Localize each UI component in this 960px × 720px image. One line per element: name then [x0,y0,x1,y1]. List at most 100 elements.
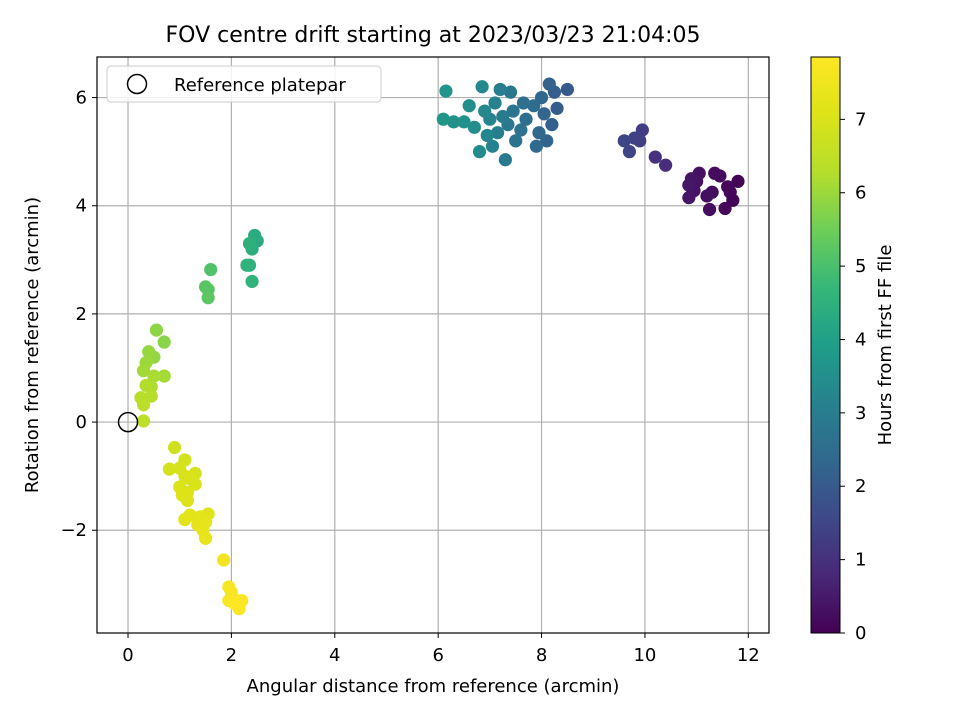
data-point [136,414,151,428]
data-point [485,139,500,153]
data-point [136,398,151,412]
data-point [167,440,182,455]
data-point [488,96,502,110]
data-point [659,158,673,172]
x-tick-label: 12 [737,645,760,666]
data-point [617,134,631,148]
data-point [542,77,556,91]
data-point [498,153,512,167]
data-point [139,378,153,392]
data-point [178,512,192,527]
data-point [439,84,453,98]
colorbar-label: Hours from first FF file [875,245,896,446]
data-point [157,369,171,383]
colorbar-tick-label: 0 [855,623,866,644]
data-point [550,101,564,115]
data-point [142,345,156,359]
colorbar-tick-label: 5 [855,256,866,277]
colorbar-tick-label: 7 [855,109,866,130]
data-point [478,104,492,118]
plot-frame [96,56,770,634]
x-tick-label: 8 [536,645,547,666]
legend-box [106,65,382,103]
y-tick-label: 0 [76,412,87,433]
data-point [472,145,487,159]
data-point [514,123,528,137]
data-point [682,178,696,192]
data-point [235,593,249,608]
data-point [493,82,507,97]
data-point [147,369,161,383]
data-point [157,335,171,349]
data-point [731,174,745,188]
y-tick-label: 6 [76,88,87,109]
data-point [721,180,735,194]
data-point [702,202,717,217]
x-axis-label: Angular distance from reference (arcmin) [247,676,620,697]
data-point [682,191,696,205]
reference-platepar-marker [117,411,139,433]
data-point [496,109,510,124]
data-point [527,99,541,113]
data-point [198,531,213,545]
x-tick-label: 4 [329,645,340,666]
data-point [480,128,494,143]
grid-lines [97,57,769,633]
y-tick-label: 4 [76,196,87,217]
data-point [628,131,642,145]
y-tick-label: −2 [60,520,87,541]
data-point [537,107,551,121]
data-point [136,364,151,378]
data-point [180,493,195,508]
legend: Reference platepar [106,65,382,103]
data-point [198,280,213,294]
legend-label-reference: Reference platepar [174,75,346,96]
data-point [245,274,259,289]
data-point [457,115,471,129]
data-point [240,258,254,272]
data-point [242,236,257,251]
data-point [475,80,489,94]
x-tick-label: 0 [122,645,133,666]
legend-marker-reference [126,73,148,95]
data-point [436,112,450,126]
data-point [162,462,176,476]
x-tick-label: 6 [432,645,443,666]
colorbar-tick-label: 1 [855,550,866,571]
data-point [545,118,559,132]
data-point [144,389,158,403]
colorbar: 0 1 2 3 4 5 6 7 Hours from first FF file [810,56,896,644]
data-point [529,139,543,153]
data-point [201,291,215,305]
data-point [491,126,505,140]
data-point [447,115,461,129]
data-point [516,96,531,110]
y-axis-label: Rotation from reference (arcmin) [22,197,43,493]
data-point [648,150,662,164]
data-point [217,553,231,567]
data-point [718,201,732,216]
y-tick-label: 2 [76,304,87,325]
data-point [506,104,520,118]
data-point [519,112,533,126]
data-point [509,134,523,148]
data-point [149,323,164,337]
data-points [117,77,745,616]
data-point [560,82,575,97]
data-point [462,99,476,113]
colorbar-tick-label: 3 [855,403,866,424]
data-point [622,145,637,159]
x-axis-ticks: 0 2 4 6 8 10 12 [122,633,760,666]
y-axis-ticks: −2 0 2 4 6 [60,88,97,541]
colorbar-ticks: 0 1 2 3 4 5 6 7 [840,109,866,644]
data-point [708,166,722,180]
data-point [204,262,218,277]
data-point [467,120,481,134]
colorbar-tick-label: 2 [855,476,866,497]
colorbar-gradient [810,56,841,634]
x-tick-label: 2 [226,645,237,666]
data-point [503,85,518,99]
x-tick-label: 10 [633,645,656,666]
colorbar-tick-label: 4 [855,329,866,350]
